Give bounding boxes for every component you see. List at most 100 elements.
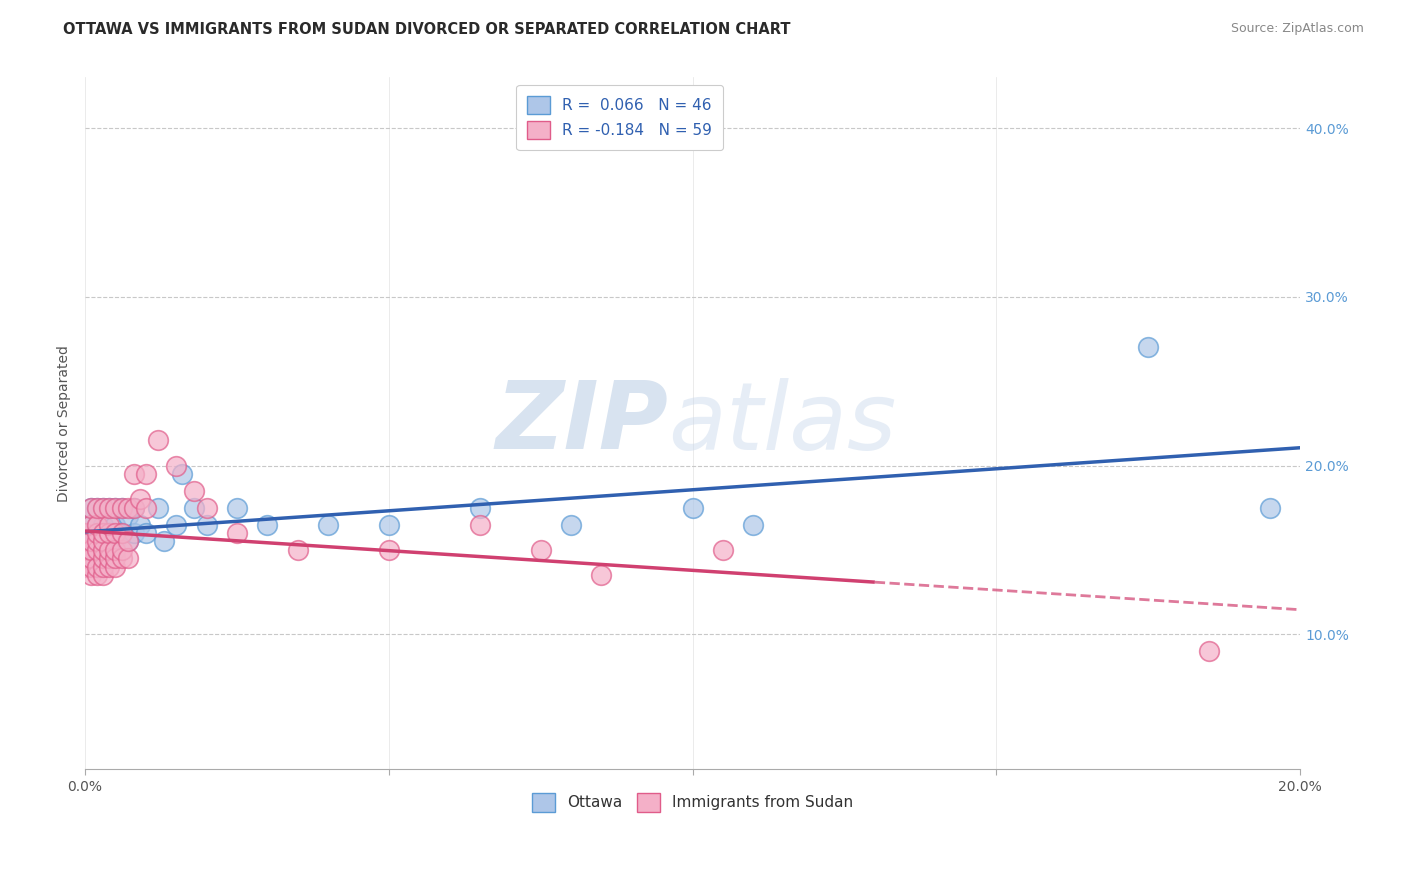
Point [1198,644,1220,658]
Point [91,517,114,532]
Point [104,551,127,566]
Point [98,526,121,541]
Point [742,517,765,532]
Point [287,543,309,558]
Point [91,526,114,541]
Point [80,551,103,566]
Point [530,543,553,558]
Point [86,559,108,574]
Point [183,483,205,498]
Point [110,526,132,541]
Point [591,568,613,582]
Point [80,534,103,549]
Point [91,500,114,515]
Point [316,517,339,532]
Point [80,559,103,574]
Point [146,434,169,448]
Point [86,517,108,532]
Point [104,517,127,532]
Point [104,559,127,574]
Point [468,500,491,515]
Point [91,551,114,566]
Point [75,559,97,574]
Point [98,500,121,515]
Point [1137,341,1160,355]
Point [135,500,157,515]
Point [122,500,145,515]
Point [104,526,127,541]
Point [165,517,187,532]
Text: atlas: atlas [668,378,897,469]
Point [91,534,114,549]
Point [80,517,103,532]
Point [104,543,127,558]
Point [80,517,103,532]
Point [560,517,582,532]
Point [226,500,249,515]
Point [378,543,401,558]
Point [122,526,145,541]
Point [104,534,127,549]
Point [104,500,127,515]
Point [80,543,103,558]
Point [80,568,103,582]
Point [110,526,132,541]
Point [122,467,145,481]
Point [98,559,121,574]
Point [104,500,127,515]
Point [86,517,108,532]
Point [86,500,108,515]
Text: Source: ZipAtlas.com: Source: ZipAtlas.com [1230,22,1364,36]
Point [98,526,121,541]
Point [110,500,132,515]
Point [256,517,278,532]
Legend: Ottawa, Immigrants from Sudan: Ottawa, Immigrants from Sudan [519,780,866,824]
Point [110,551,132,566]
Point [80,500,103,515]
Point [117,509,139,524]
Point [146,500,169,515]
Point [91,526,114,541]
Point [117,500,139,515]
Point [378,517,401,532]
Point [153,534,176,549]
Point [98,543,121,558]
Y-axis label: Divorced or Separated: Divorced or Separated [58,345,72,502]
Point [135,526,157,541]
Point [110,543,132,558]
Point [91,543,114,558]
Point [91,559,114,574]
Text: ZIP: ZIP [495,377,668,469]
Point [195,517,218,532]
Point [104,543,127,558]
Point [86,534,108,549]
Point [117,534,139,549]
Point [128,492,150,507]
Point [86,534,108,549]
Point [98,543,121,558]
Point [682,500,704,515]
Point [122,500,145,515]
Point [80,551,103,566]
Point [711,543,734,558]
Point [226,526,249,541]
Point [135,467,157,481]
Point [91,568,114,582]
Point [91,534,114,549]
Point [183,500,205,515]
Point [80,500,103,515]
Point [172,467,194,481]
Point [75,534,97,549]
Point [86,500,108,515]
Point [98,534,121,549]
Point [1258,500,1281,515]
Point [91,500,114,515]
Point [195,500,218,515]
Point [91,551,114,566]
Point [86,526,108,541]
Point [468,517,491,532]
Point [86,543,108,558]
Point [117,534,139,549]
Point [86,551,108,566]
Point [98,551,121,566]
